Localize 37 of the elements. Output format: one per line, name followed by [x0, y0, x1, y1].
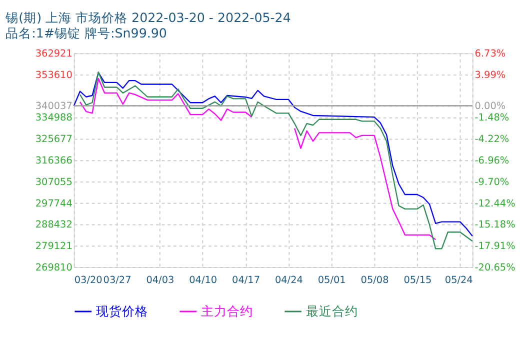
y-tick-label: 269810	[35, 262, 72, 274]
x-tick-label: 05/24	[444, 275, 473, 286]
legend-label: 现货价格	[96, 303, 148, 318]
y-tick-label: 279121	[35, 241, 72, 252]
y-tick-label: 297744	[35, 198, 72, 210]
y2-tick-label: 3.99%	[474, 70, 506, 81]
y2-tick-label: -9.70%	[474, 176, 510, 188]
y-tick-label: 362921	[35, 48, 72, 60]
legend-label: 最近合约	[306, 303, 358, 318]
y-tick-label: 334988	[35, 112, 72, 124]
y2-tick-label: -12.44%	[474, 198, 516, 210]
y2-tick-label: -1.48%	[474, 112, 510, 124]
y-tick-label: 316366	[35, 156, 72, 167]
y-tick-label: 353610	[35, 70, 72, 81]
x-tick-label: 03/27	[103, 275, 132, 286]
y-tick-label: 340037	[35, 101, 72, 112]
x-tick-label: 04/03	[146, 275, 174, 286]
x-tick-label: 05/08	[360, 275, 389, 286]
y2-tick-label: 6.73%	[474, 48, 506, 60]
x-tick-label: 04/17	[232, 275, 260, 286]
y2-tick-label: -4.22%	[474, 134, 510, 146]
y2-tick-label: -20.65%	[474, 262, 516, 274]
chart-subtitle: 品名:1#锡锭 牌号:Sn99.90	[6, 26, 167, 41]
x-tick-label: 04/24	[274, 275, 303, 286]
x-tick-label: 04/10	[189, 275, 218, 286]
y2-tick-label: 0.00%	[474, 101, 506, 112]
legend-label: 主力合约	[201, 303, 254, 318]
y-tick-label: 325677	[35, 134, 72, 146]
y2-tick-label: -15.18%	[474, 220, 516, 231]
y2-tick-label: -17.91%	[474, 241, 516, 252]
y2-tick-label: -6.96%	[474, 156, 510, 167]
x-tick-label: 03/20	[74, 275, 102, 286]
y-tick-label: 307055	[35, 176, 72, 188]
y-tick-label: 288432	[35, 220, 72, 231]
chart-title: 锡(期) 上海 市场价格 2022-03-20 - 2022-05-24	[4, 10, 291, 26]
x-tick-label: 05/15	[404, 275, 432, 286]
x-tick-label: 05/01	[318, 275, 346, 286]
